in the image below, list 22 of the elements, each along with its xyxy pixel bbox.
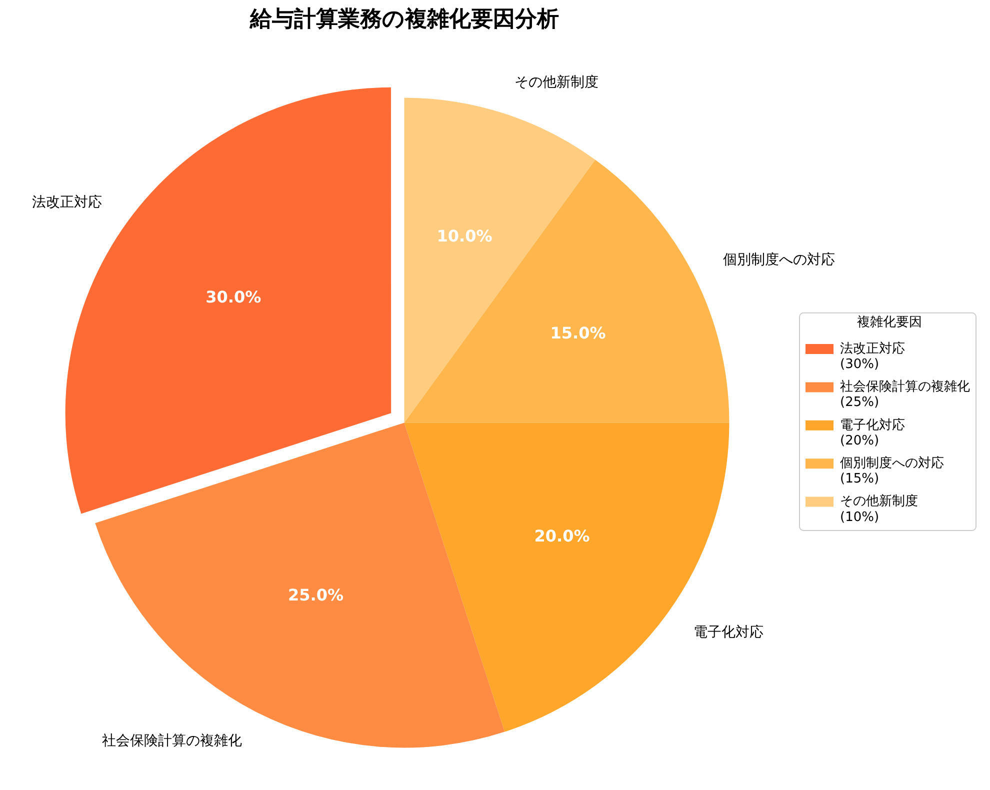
legend-label: 社会保険計算の複雑化 (840, 380, 970, 395)
text: (30%) (840, 356, 880, 372)
slice-label: 社会保険計算の複雑化 (102, 732, 242, 749)
legend-label: 個別制度への対応 (840, 454, 944, 471)
legend-label: その他新制度 (840, 493, 918, 510)
legend-label: 法改正対応 (840, 340, 905, 356)
data-label: 25.0% (288, 586, 344, 605)
data-label: 20.0% (534, 526, 590, 546)
slice-label: その他新制度 (514, 74, 599, 90)
text: (15%) (840, 472, 880, 487)
slice-label: 個別制度への対応 (722, 252, 835, 268)
legend-label: 電子化対応 (840, 416, 905, 433)
legend-title: 複雑化要因 (856, 314, 922, 330)
text: (25%) (840, 395, 880, 410)
chart-title: 給与計算業務の複雑化要因分析 (248, 6, 559, 32)
slice-label: 法改正対応 (32, 194, 102, 211)
slice-label: 電子化対応 (693, 624, 764, 640)
text: (10%) (840, 510, 880, 525)
data-label: 30.0% (206, 288, 262, 307)
data-label: 15.0% (550, 323, 606, 342)
text: (20%) (840, 433, 880, 448)
data-label: 10.0% (436, 226, 492, 246)
